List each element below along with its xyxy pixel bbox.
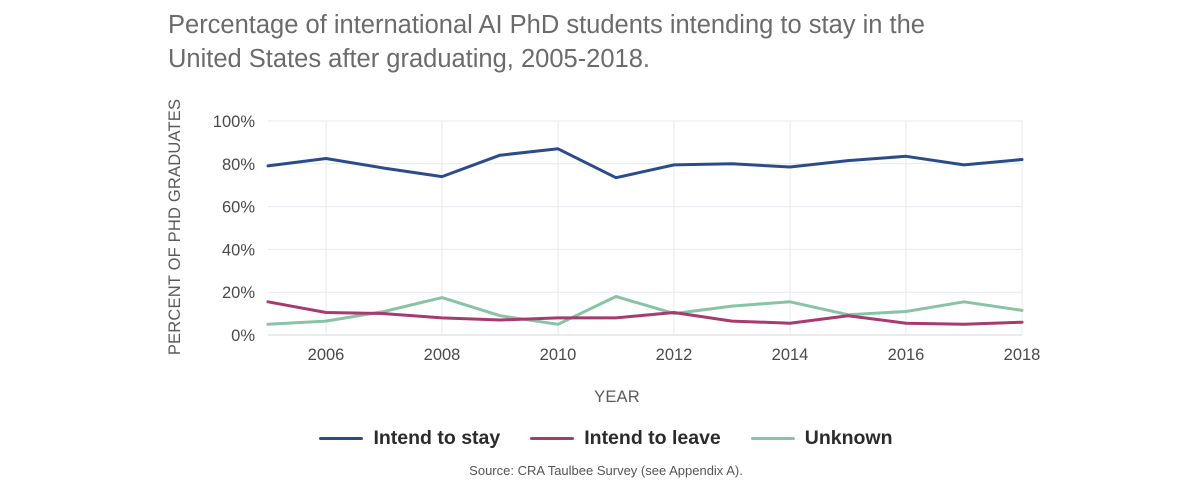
- chart-title: Percentage of international AI PhD stude…: [168, 8, 1068, 76]
- x-tick-label: 2012: [656, 346, 693, 364]
- legend-swatch-intend-to-leave: [530, 436, 575, 441]
- legend-label-intend-to-leave: Intend to leave: [584, 427, 721, 449]
- x-axis-label: YEAR: [594, 388, 640, 406]
- legend-swatch-unknown: [750, 436, 795, 441]
- chart-title-line-2: United States after graduating, 2005-201…: [168, 45, 650, 73]
- legend: Intend to stay Intend to leave Unknown: [6, 427, 1200, 450]
- y-tick-label: 60%: [222, 199, 255, 217]
- y-tick-label: 100%: [213, 113, 256, 131]
- legend-swatch-intend-to-stay: [319, 436, 364, 441]
- y-tick-label: 0%: [231, 327, 255, 345]
- series-line-intend-to-stay: [266, 147, 1024, 180]
- legend-item-unknown: Unknown: [750, 427, 893, 450]
- legend-label-unknown: Unknown: [804, 427, 893, 449]
- source-note: Source: CRA Taulbee Survey (see Appendix…: [469, 463, 743, 478]
- chart-title-line-1: Percentage of international AI PhD stude…: [168, 11, 925, 39]
- x-tick-label: 2006: [308, 346, 345, 364]
- x-tick-label: 2010: [540, 346, 577, 364]
- x-tick-label: 2008: [424, 346, 461, 364]
- series-line-unknown: [266, 295, 1024, 326]
- y-tick-label: 80%: [222, 156, 255, 174]
- series-lines: [266, 147, 1024, 326]
- x-tick-label: 2018: [1004, 346, 1041, 364]
- y-tick-label: 20%: [222, 284, 255, 302]
- grid: [268, 120, 1023, 336]
- x-tick-label: 2016: [888, 346, 925, 364]
- legend-item-intend-to-leave: Intend to leave: [530, 427, 721, 450]
- y-axis-label: PERCENT OF PHD GRADUATES: [166, 99, 184, 355]
- legend-label-intend-to-stay: Intend to stay: [373, 427, 501, 449]
- axis-ticks: 100% 80% 60% 40% 20% 0% 2006 2008 2010 2012 2014 20…: [213, 113, 1041, 364]
- y-tick-label: 40%: [222, 241, 255, 259]
- legend-item-intend-to-stay: Intend to stay: [319, 427, 500, 450]
- series-line-intend-to-leave: [266, 300, 1024, 326]
- x-tick-label: 2014: [772, 346, 809, 364]
